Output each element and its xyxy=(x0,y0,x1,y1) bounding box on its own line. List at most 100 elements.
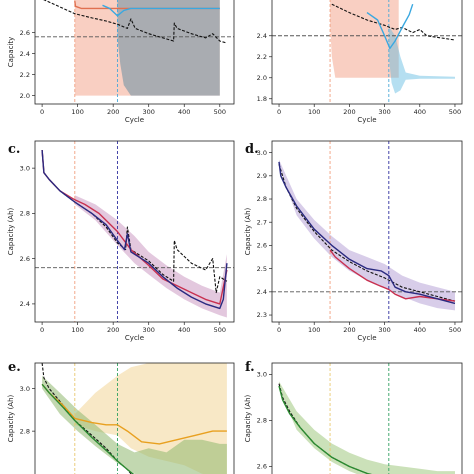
x-axis-label: Cycle xyxy=(125,116,144,124)
y-tick-label: 2.8 xyxy=(20,210,30,218)
x-tick-label: 500 xyxy=(214,326,226,334)
y-tick-label: 2.0 xyxy=(20,92,30,100)
x-tick-label: 0 xyxy=(40,326,44,334)
series-true xyxy=(43,0,228,44)
plot-area xyxy=(41,363,227,474)
panel-label: c. xyxy=(8,142,20,157)
x-tick-label: 200 xyxy=(343,326,355,334)
x-axis-label: Cycle xyxy=(125,334,144,342)
series-pred-b xyxy=(278,385,373,474)
series-pred-b xyxy=(41,383,135,474)
y-axis-label: Capacity (Ah) xyxy=(7,394,15,442)
axes-frame xyxy=(34,362,235,474)
series-pred-a xyxy=(41,383,227,445)
x-tick-label: 300 xyxy=(378,326,390,334)
panel-f: 2.6 2.8 3.0 Capacity (Ah) f. xyxy=(244,360,463,474)
y-tick-label: 2.4 xyxy=(20,50,30,58)
plot-area xyxy=(278,363,455,474)
series-pred-a xyxy=(329,249,456,302)
plot-area xyxy=(35,0,234,104)
uncertainty-band-2 xyxy=(388,25,455,94)
panel-c: 2.4 2.6 2.8 3.0 0 100 200 300 400 500 Cycle Capacit… xyxy=(7,140,235,342)
series-pred-b xyxy=(102,4,220,17)
x-tick-label: 0 xyxy=(277,326,281,334)
y-tick-label: 3.0 xyxy=(20,385,30,393)
y-tick-label: 2.5 xyxy=(257,265,267,273)
y-tick-label: 2.3 xyxy=(257,311,267,319)
y-axis-label: Capacity (Ah) xyxy=(7,207,15,255)
plot-area xyxy=(272,141,462,322)
y-tick-label: 3.0 xyxy=(20,164,30,172)
x-tick-label: 400 xyxy=(178,108,190,116)
axes-frame xyxy=(271,140,463,323)
series-pred-b xyxy=(41,150,228,310)
y-tick-label: 2.9 xyxy=(257,172,267,180)
series-pred-a xyxy=(41,150,228,305)
panel-label: e. xyxy=(8,360,21,375)
y-tick-label: 2.7 xyxy=(257,218,267,226)
axes-frame xyxy=(34,140,235,323)
x-tick-label: 200 xyxy=(107,326,119,334)
panel-label: d. xyxy=(245,142,259,157)
uncertainty-band-1 xyxy=(279,159,455,311)
y-axis-label: Capacity (Ah) xyxy=(244,394,252,442)
y-axis-label: Capacity (Ah) xyxy=(244,207,252,255)
y-tick-label: 1.8 xyxy=(257,95,267,103)
x-tick-label: 0 xyxy=(277,108,281,116)
plot-area xyxy=(35,141,234,322)
y-tick-label: 3.0 xyxy=(257,149,267,157)
y-axis-label: Capacity xyxy=(7,37,15,68)
x-tick-label: 400 xyxy=(178,326,190,334)
y-tick-label: 3.0 xyxy=(257,371,267,379)
x-tick-label: 100 xyxy=(308,326,320,334)
y-tick-label: 2.8 xyxy=(20,427,30,435)
x-tick-label: 0 xyxy=(40,108,44,116)
series-true xyxy=(278,164,456,302)
series-pred-b xyxy=(366,3,414,50)
x-tick-label: 100 xyxy=(71,326,83,334)
y-tick-label: 2.4 xyxy=(257,32,267,40)
panel-label: f. xyxy=(245,360,255,375)
y-tick-label: 2.0 xyxy=(257,74,267,82)
x-tick-label: 300 xyxy=(378,108,390,116)
x-tick-label: 500 xyxy=(449,108,461,116)
axes-frame xyxy=(271,0,463,105)
x-tick-label: 300 xyxy=(143,108,155,116)
x-tick-label: 200 xyxy=(107,108,119,116)
x-tick-label: 100 xyxy=(71,108,83,116)
series-pred-b xyxy=(278,161,456,305)
panel-e: 2.8 3.0 Capacity (Ah) e. xyxy=(7,360,235,474)
panel-a: 2.0 2.2 2.4 2.6 0 100 200 300 400 500 Cycle Capacit… xyxy=(7,0,235,124)
y-tick-label: 2.2 xyxy=(20,71,30,79)
uncertainty-band-1 xyxy=(330,0,399,78)
x-tick-label: 100 xyxy=(308,108,320,116)
uncertainty-band-1 xyxy=(279,381,455,474)
series-true xyxy=(41,150,228,294)
x-tick-label: 500 xyxy=(449,326,461,334)
y-tick-label: 2.6 xyxy=(257,463,267,471)
x-tick-label: 400 xyxy=(414,326,426,334)
y-tick-label: 2.4 xyxy=(20,300,30,308)
plot-area xyxy=(272,0,462,104)
y-tick-label: 2.2 xyxy=(257,53,267,61)
uncertainty-band-2 xyxy=(42,375,227,474)
axes-frame xyxy=(34,0,235,105)
x-axis-label: Cycle xyxy=(357,334,376,342)
series-true xyxy=(41,363,132,474)
y-tick-label: 2.6 xyxy=(257,242,267,250)
x-axis-label: Cycle xyxy=(357,116,376,124)
uncertainty-band-1 xyxy=(74,195,227,318)
y-tick-label: 2.6 xyxy=(20,29,30,37)
y-tick-label: 2.8 xyxy=(257,417,267,425)
x-tick-label: 200 xyxy=(343,108,355,116)
x-tick-label: 300 xyxy=(143,326,155,334)
y-tick-label: 2.6 xyxy=(20,255,30,263)
x-tick-label: 500 xyxy=(214,108,226,116)
uncertainty-band-2 xyxy=(117,0,220,96)
panel-b: 1.8 2.0 2.2 2.4 0 100 200 300 400 500 Cycle xyxy=(257,0,463,124)
panel-d: 2.3 2.4 2.5 2.6 2.7 2.8 2.9 3.0 0 100 200 300 400 500… xyxy=(244,140,463,342)
y-tick-label: 2.4 xyxy=(257,288,267,296)
y-tick-label: 2.8 xyxy=(257,195,267,203)
x-tick-label: 400 xyxy=(414,108,426,116)
